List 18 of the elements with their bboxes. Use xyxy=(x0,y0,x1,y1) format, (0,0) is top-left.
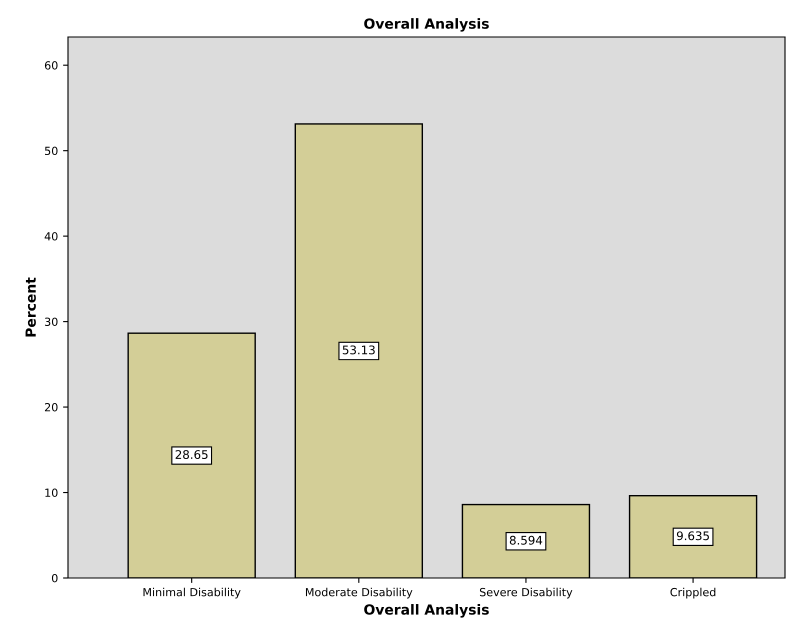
x-tick-label: Moderate Disability xyxy=(306,588,412,598)
y-tick-label: 20 xyxy=(44,403,58,412)
x-tick-label: Crippled xyxy=(670,588,716,598)
y-tick-label: 40 xyxy=(44,232,58,241)
y-tick-label: 60 xyxy=(44,61,58,70)
y-tick-label: 0 xyxy=(52,574,58,582)
y-tick-label: 50 xyxy=(44,146,58,156)
data-label: 28.65 xyxy=(176,450,208,459)
chart-title: Overall Analysis xyxy=(364,18,489,32)
y-tick-label: 10 xyxy=(45,488,58,497)
x-tick-label: Severe Disability xyxy=(480,588,572,598)
x-tick-label: Minimal Disability xyxy=(144,588,241,598)
data-label: 9.635 xyxy=(676,531,709,540)
data-label: 8.594 xyxy=(510,536,542,545)
y-tick-label: 30 xyxy=(44,318,58,326)
x-axis-title: Overall Analysis xyxy=(364,604,489,618)
y-axis-title: Percent xyxy=(26,278,36,337)
data-label: 53.13 xyxy=(342,345,375,354)
